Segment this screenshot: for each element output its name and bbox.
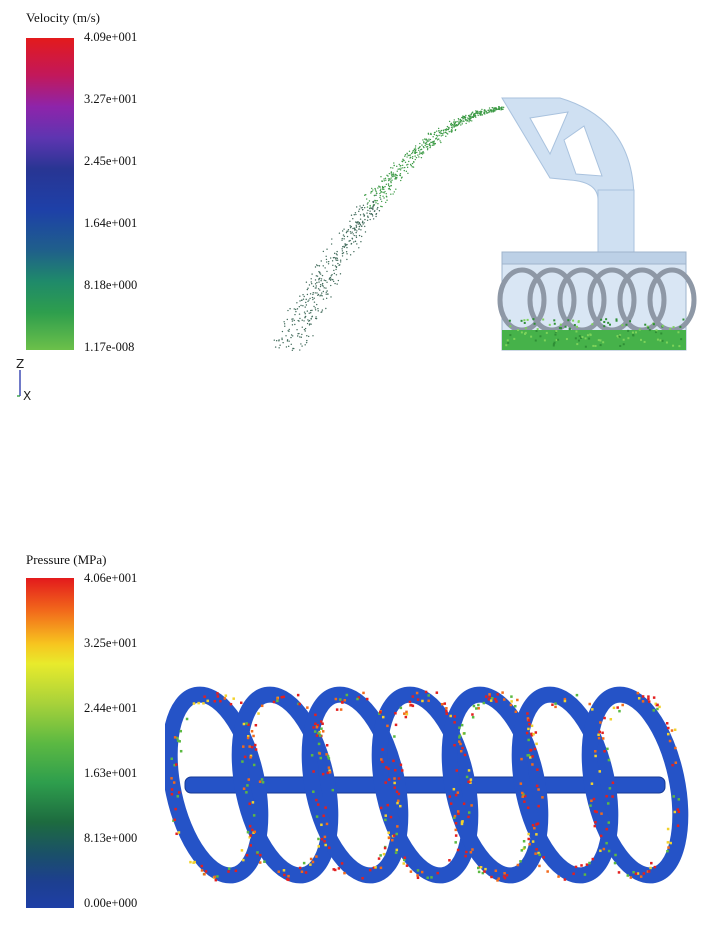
pressure-tick: 8.13e+000 [84,831,138,845]
velocity-tick: 3.27e+001 [84,92,138,106]
pressure-colorbar [26,578,74,908]
pressure-legend-title: Pressure (MPa) [26,552,107,567]
chute [597,189,635,253]
pressure-tick: 0.00e+000 [84,896,138,910]
elbow-cutout-quad [563,125,603,177]
pressure-hotspots [170,690,681,882]
elbow-cutout-triangle [529,111,569,156]
pressure-tick: 4.06e+001 [84,571,138,585]
velocity-colorbar [26,38,74,350]
pressure-tick: 1.63e+001 [84,766,138,780]
velocity-legend-title: Velocity (m/s) [26,10,101,25]
velocity-tick: 8.18e+000 [84,278,138,292]
axis-x-label: X [23,389,31,402]
pressure-tick: 2.44e+001 [84,701,138,715]
pressure-tick: 3.25e+001 [84,636,138,650]
particle-stream [273,106,505,351]
particle-bed [502,330,686,350]
velocity-tick: 4.09e+001 [84,30,138,44]
velocity-tick: 1.17e-008 [84,340,135,354]
velocity-tick: 2.45e+001 [84,154,138,168]
axis-triad-icon: Z X [16,357,31,402]
velocity-tick: 1.64e+001 [84,216,138,230]
pressure-scene [165,686,689,884]
velocity-scene [273,97,697,351]
axis-z-label: Z [16,357,24,371]
